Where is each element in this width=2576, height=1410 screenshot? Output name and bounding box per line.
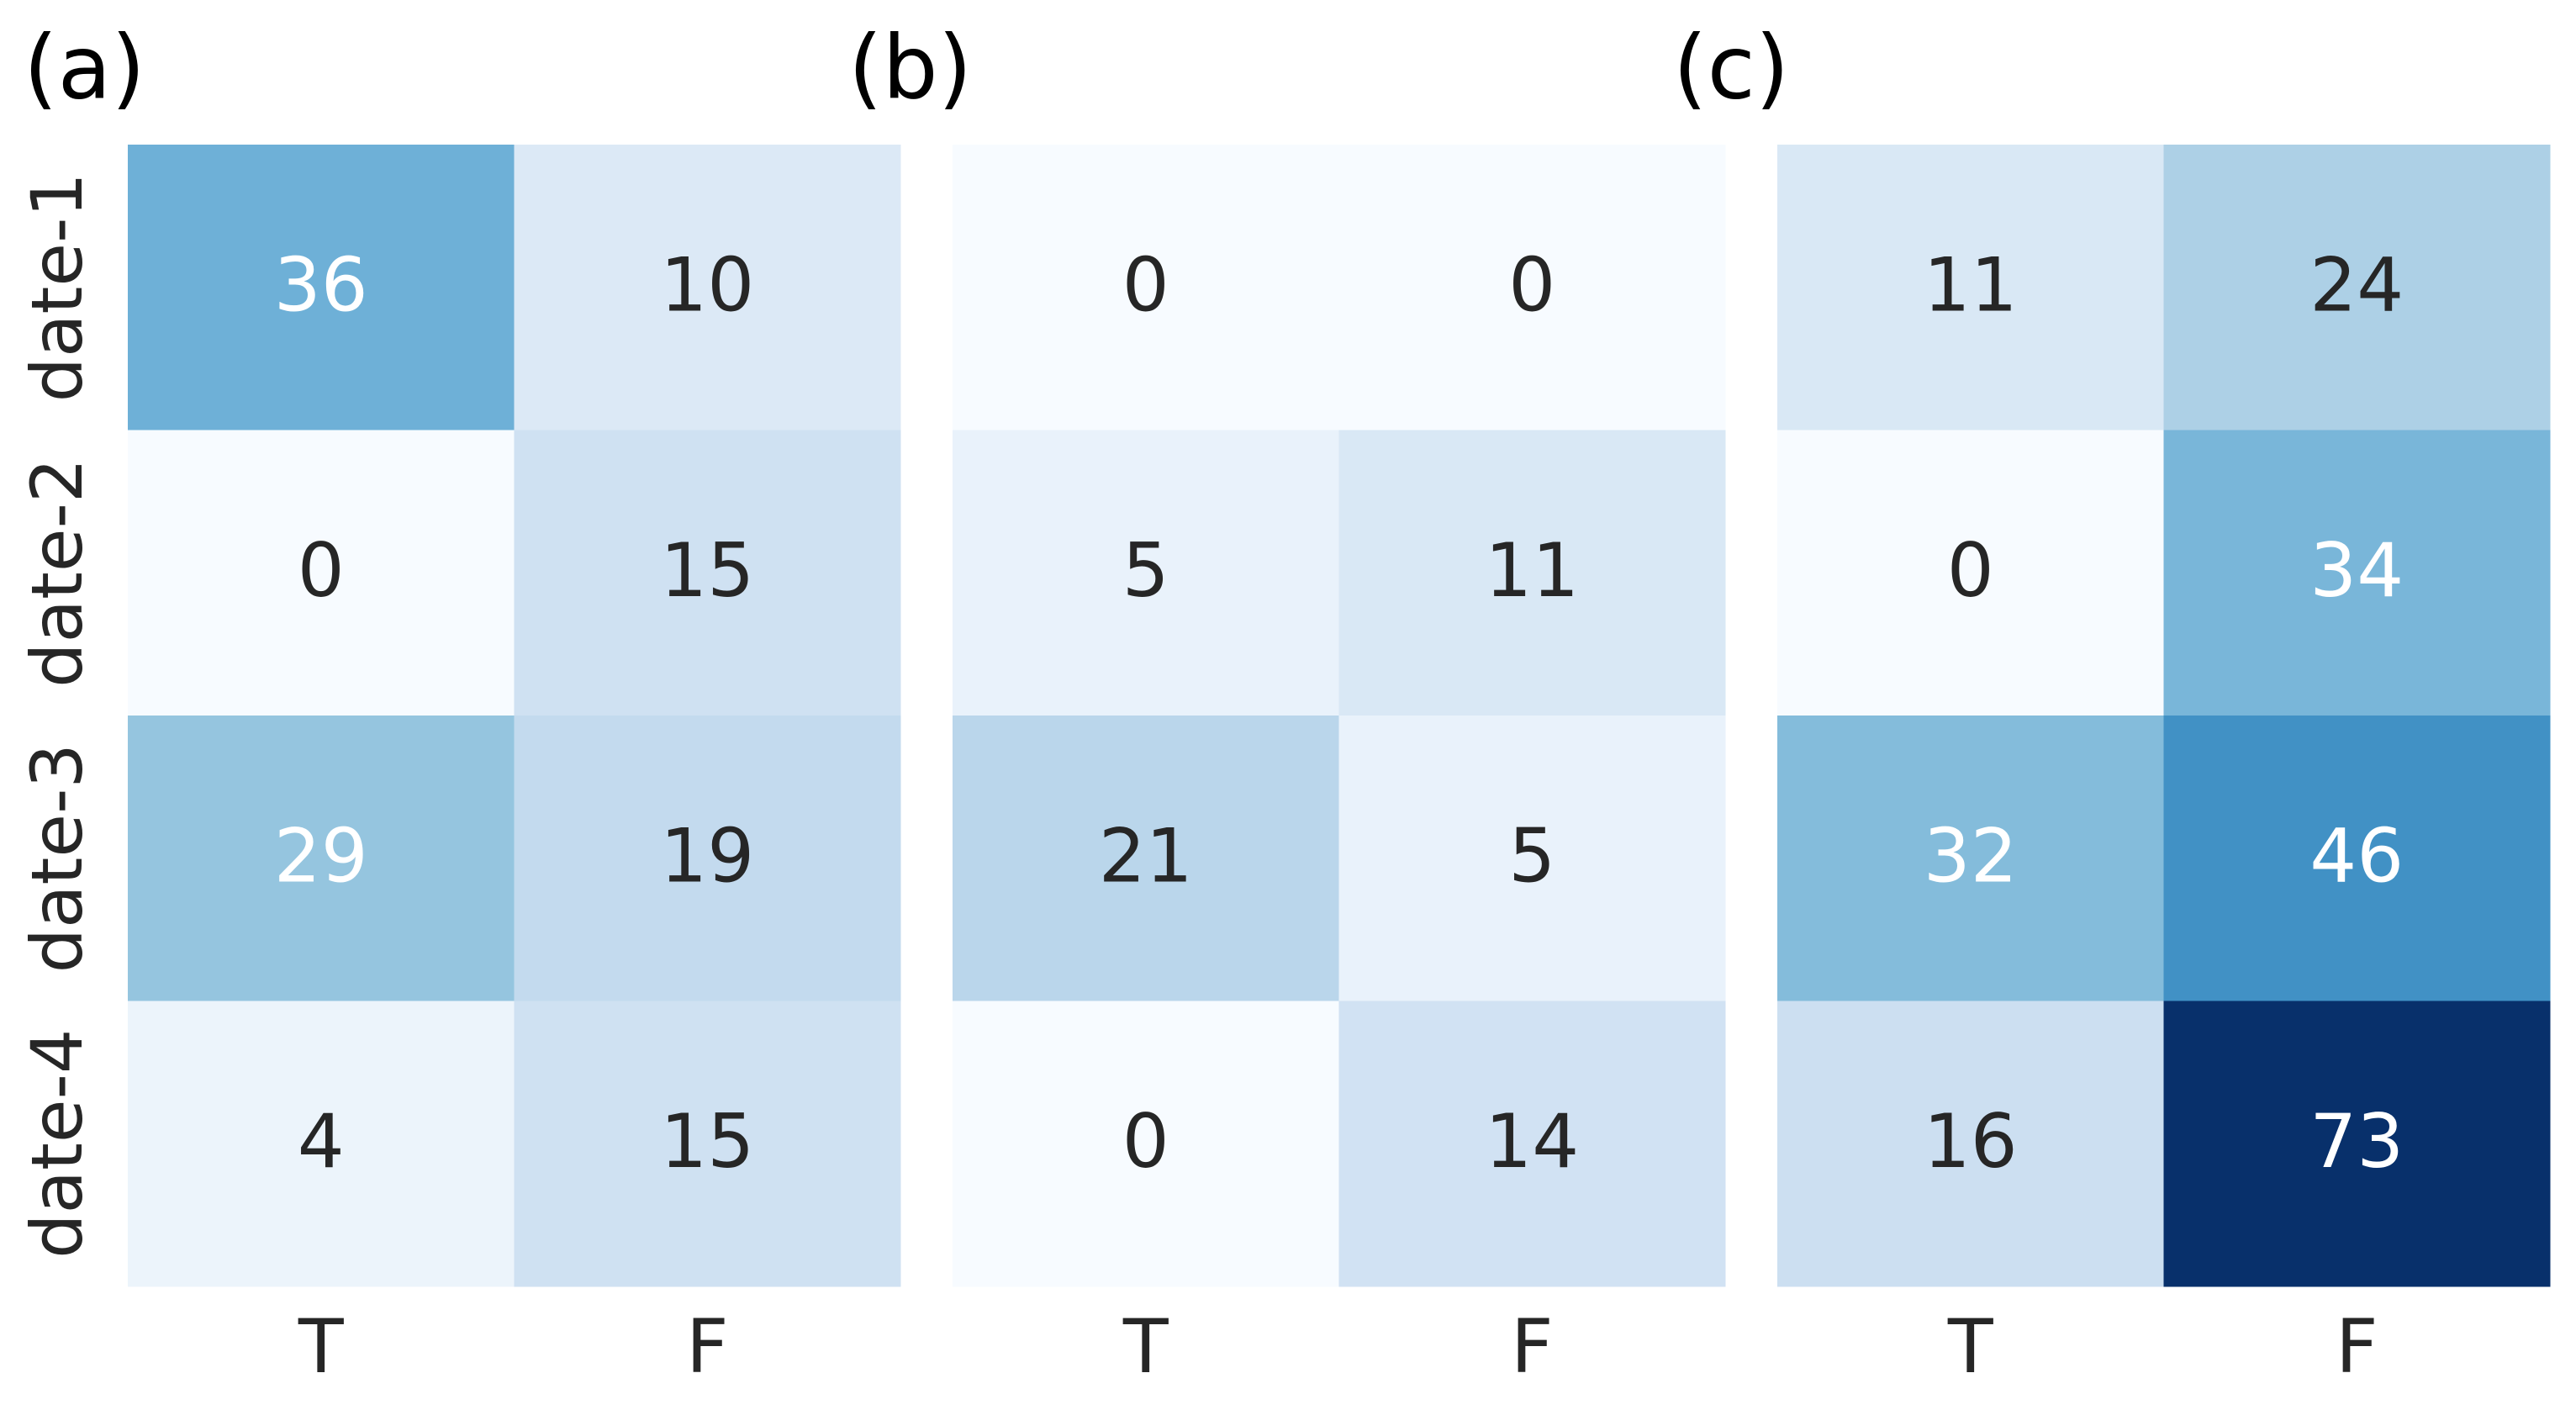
heatmap-cell bbox=[514, 1001, 901, 1287]
x-tick-label: T bbox=[1947, 1303, 1994, 1390]
cell-value: 4 bbox=[298, 1098, 345, 1185]
panel-label: (a) bbox=[24, 16, 145, 119]
x-tick-label: T bbox=[1122, 1303, 1169, 1390]
heatmap-cell bbox=[514, 430, 901, 716]
cell-value: 0 bbox=[1122, 1098, 1169, 1185]
panel-label: (c) bbox=[1673, 16, 1789, 119]
y-tick-label: date-4 bbox=[16, 1029, 98, 1259]
cell-value: 15 bbox=[660, 1098, 754, 1185]
cell-value: 5 bbox=[1122, 527, 1169, 614]
heatmap-cell bbox=[2163, 716, 2551, 1001]
heatmap-cell bbox=[514, 716, 901, 1001]
heatmap-cell bbox=[1777, 430, 2164, 716]
heatmap-cell bbox=[2163, 1001, 2551, 1287]
heatmap-cell bbox=[2163, 430, 2551, 716]
cell-value: 14 bbox=[1485, 1098, 1579, 1185]
cell-value: 21 bbox=[1099, 813, 1193, 900]
heatmap-cell bbox=[1777, 145, 2164, 430]
heatmap-cell bbox=[1338, 716, 1726, 1001]
cell-value: 32 bbox=[1924, 813, 2018, 900]
cell-value: 36 bbox=[274, 242, 368, 329]
x-tick-label: F bbox=[1511, 1303, 1554, 1390]
cell-value: 11 bbox=[1485, 527, 1579, 614]
heatmap-cell bbox=[953, 716, 1339, 1001]
x-tick-label: F bbox=[2336, 1303, 2378, 1390]
heatmap-cell bbox=[1338, 1001, 1726, 1287]
panel-label: (b) bbox=[848, 16, 972, 119]
cell-value: 0 bbox=[1508, 242, 1555, 329]
heatmap-cell bbox=[128, 716, 515, 1001]
cell-value: 34 bbox=[2309, 527, 2404, 614]
cell-value: 0 bbox=[1947, 527, 1994, 614]
heatmap-cell bbox=[1338, 145, 1726, 430]
x-tick-label: T bbox=[298, 1303, 345, 1390]
cell-value: 29 bbox=[274, 813, 368, 900]
cell-value: 16 bbox=[1924, 1098, 2018, 1185]
cell-value: 5 bbox=[1508, 813, 1555, 900]
y-tick-label: date-1 bbox=[16, 172, 98, 402]
y-tick-label: date-2 bbox=[16, 458, 98, 688]
heatmap-cell bbox=[1338, 430, 1726, 716]
cell-value: 10 bbox=[660, 242, 754, 329]
cell-value: 46 bbox=[2309, 813, 2404, 900]
cell-value: 73 bbox=[2309, 1098, 2404, 1185]
cell-value: 24 bbox=[2309, 242, 2404, 329]
cell-value: 15 bbox=[660, 527, 754, 614]
heatmap-cell bbox=[128, 1001, 515, 1287]
heatmap-cell bbox=[1777, 716, 2164, 1001]
y-tick-label: date-3 bbox=[16, 743, 98, 973]
cell-value: 0 bbox=[298, 527, 345, 614]
x-tick-label: F bbox=[686, 1303, 729, 1390]
heatmap-cell bbox=[1777, 1001, 2164, 1287]
heatmap-cell bbox=[128, 430, 515, 716]
heatmap-cell bbox=[128, 145, 515, 430]
heatmap-cell bbox=[2163, 145, 2551, 430]
heatmap-cell bbox=[953, 1001, 1339, 1287]
heatmap-cell bbox=[953, 430, 1339, 716]
cell-value: 11 bbox=[1924, 242, 2018, 329]
heatmap-cell bbox=[514, 145, 901, 430]
heatmap-cell bbox=[953, 145, 1339, 430]
cell-value: 0 bbox=[1122, 242, 1169, 329]
cell-value: 19 bbox=[660, 813, 754, 900]
